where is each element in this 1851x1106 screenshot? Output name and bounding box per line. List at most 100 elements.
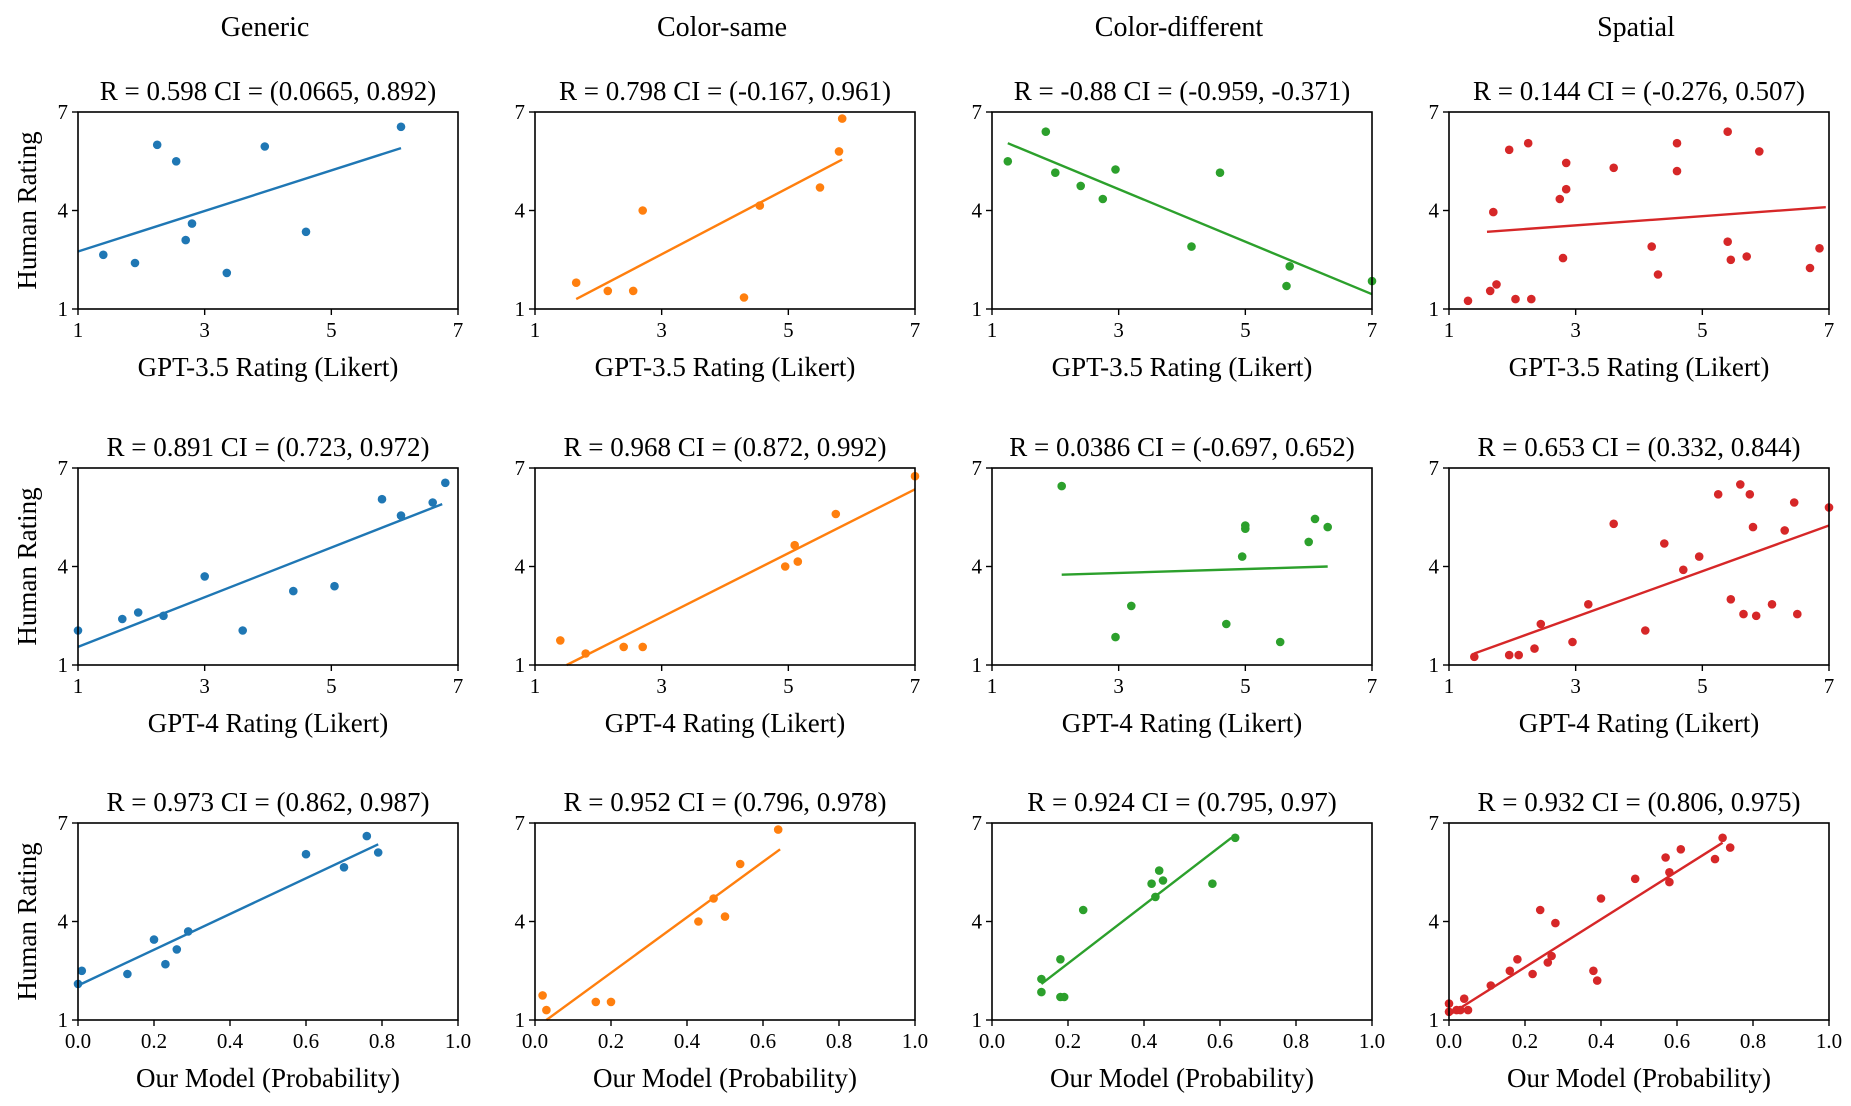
- panel-r0-c2-xtick-label: 1: [987, 318, 998, 342]
- panel-r2-c3-xtick-label: 0.0: [1436, 1029, 1462, 1053]
- panel-r0-c3-point: [1647, 242, 1656, 251]
- panel-r2-c3-point: [1661, 853, 1670, 862]
- panel-r1-c3-point: [1793, 609, 1802, 619]
- panel-r1-c1-point: [793, 557, 803, 566]
- panel-r1-c3-point: [1660, 539, 1669, 548]
- panel-r2-c1-point: [720, 912, 730, 921]
- panel-r1-c0-ytick-label: 4: [58, 555, 69, 579]
- panel-r0-c0-point: [130, 258, 140, 268]
- panel-r2-c1-xtick-label: 0.8: [826, 1029, 852, 1053]
- panel-r2-c3: R = 0.932 CI = (0.806, 0.975) 0.0 0.2 0.4 0.…: [1429, 787, 1843, 1093]
- panel-r2-c3-xtick-label: 0.6: [1664, 1029, 1690, 1053]
- panel-r1-c3-ytick-label: 1: [1429, 653, 1440, 677]
- panel-r1-c0-ytick-label: 1: [58, 653, 69, 677]
- panel-r2-c3-point: [1463, 1005, 1473, 1015]
- panel-r0-c0-xtick-label: 3: [199, 318, 210, 342]
- panel-r0-c3-point: [1672, 166, 1682, 176]
- panel-r1-c0-point: [377, 494, 387, 504]
- panel-r2-c3-point: [1592, 976, 1602, 985]
- panel-r1-c0: R = 0.891 CI = (0.723, 0.972) 1 3 5 7 1 4 7 GPT-…: [12, 432, 463, 738]
- column-title-spatial: Spatial: [1597, 12, 1675, 43]
- panel-r1-c3-point: [1530, 644, 1539, 653]
- panel-r1-c1-xlabel: GPT-4 Rating (Likert): [605, 708, 845, 738]
- panel-r2-c0-xtick-label: 0.4: [217, 1029, 244, 1053]
- panel-r1-c3-point: [1739, 609, 1748, 619]
- panel-r2-c2-fit-line: [1040, 836, 1233, 985]
- panel-r1-c1-fit-line: [566, 488, 916, 667]
- panel-r0-c2-point: [1076, 181, 1085, 191]
- panel-r0-c3-point: [1815, 244, 1824, 253]
- panel-r0-c1-point: [638, 206, 647, 215]
- panel-r2-c3-fit-line: [1448, 841, 1724, 1017]
- panel-r1-c3-ytick-label: 7: [1429, 456, 1440, 480]
- panel-r2-c2-title: R = 0.924 CI = (0.795, 0.97): [1027, 787, 1336, 817]
- panel-r2-c2-point: [1230, 833, 1240, 843]
- panel-r1-c0-frame: [77, 467, 459, 666]
- panel-r1-c2-xtick-label: 1: [987, 674, 998, 698]
- panel-r0-c1-fit-line: [575, 158, 843, 301]
- panel-r2-c1-xtick-label: 0.4: [674, 1029, 701, 1053]
- panel-r0-c0-point: [99, 250, 108, 260]
- panel-r1-c2-xtick-label: 5: [1240, 674, 1251, 698]
- panel-r2-c0-ylabel: Human Rating: [12, 842, 42, 1000]
- panel-r0-c0-xtick-label: 7: [453, 318, 464, 342]
- panel-r1-c2-xlabel: GPT-4 Rating (Likert): [1062, 708, 1302, 738]
- panel-r1-c3-point: [1767, 600, 1777, 609]
- panel-r0-c1-point: [628, 286, 638, 296]
- panel-r1-c0-xtick-label: 5: [326, 674, 337, 698]
- panel-r1-c1-xtick-label: 1: [530, 674, 541, 698]
- panel-r2-c0-point: [149, 935, 159, 944]
- panel-r1-c0-point: [441, 478, 450, 488]
- panel-r1-c3-xtick-label: 3: [1570, 674, 1581, 698]
- panel-r1-c3-point: [1780, 526, 1789, 535]
- panel-r0-c3-title: R = 0.144 CI = (-0.276, 0.507): [1473, 76, 1805, 106]
- panel-r1-c1-ytick-label: 1: [515, 653, 526, 677]
- panel-r2-c0-point: [172, 945, 182, 954]
- panel-r2-c1-point: [694, 917, 703, 926]
- panel-r2-c3-point: [1547, 951, 1556, 961]
- panel-r1-c3-point: [1748, 522, 1758, 532]
- panel-r2-c0-xtick-label: 1.0: [445, 1029, 471, 1053]
- panel-r1-c0-xtick-label: 3: [199, 674, 210, 698]
- panel-r2-c2-xlabel: Our Model (Probability): [1050, 1063, 1314, 1093]
- panel-r0-c0-title: R = 0.598 CI = (0.0665, 0.892): [100, 76, 436, 106]
- panel-r2-c1-xtick-label: 1.0: [902, 1029, 928, 1053]
- panel-r1-c2-point: [1127, 601, 1136, 611]
- panel-r0-c3-xlabel: GPT-3.5 Rating (Likert): [1509, 352, 1770, 382]
- panel-r0-c2-title: R = -0.88 CI = (-0.959, -0.371): [1014, 76, 1350, 106]
- panel-r2-c3-ytick-label: 4: [1429, 910, 1440, 934]
- panel-r2-c1-point: [735, 859, 745, 869]
- panel-r1-c2-point: [1304, 537, 1313, 547]
- panel-r0-c3-point: [1723, 237, 1732, 246]
- panel-r1-c2-xtick-label: 3: [1113, 674, 1124, 698]
- panel-r0-c0-point: [152, 140, 162, 150]
- panel-r1-c0-title: R = 0.891 CI = (0.723, 0.972): [107, 432, 430, 462]
- panel-r0-c1-title: R = 0.798 CI = (-0.167, 0.961): [559, 76, 891, 106]
- panel-r1-c3-point: [1751, 611, 1761, 621]
- panel-r2-c1-point: [606, 997, 616, 1007]
- panel-r0-c2-fit-line: [1007, 142, 1373, 296]
- panel-r1-c0-ytick-label: 7: [58, 456, 69, 480]
- panel-r1-c3-point: [1641, 626, 1650, 635]
- panel-r1-c0-point: [133, 608, 143, 617]
- panel-r0-c0-point: [181, 235, 190, 245]
- panel-r0-c0-ylabel: Human Rating: [12, 131, 42, 289]
- panel-r1-c2: R = 0.0386 CI = (-0.697, 0.652) 1 3 5 7 1 4 7 GP…: [972, 432, 1378, 738]
- panel-r2-c0-ytick-label: 4: [58, 910, 69, 934]
- panel-r0-c1-point: [739, 293, 749, 302]
- panel-r1-c0-point: [200, 572, 209, 581]
- panel-r1-c3-frame: [1448, 467, 1830, 666]
- panel-r1-c3-point: [1736, 480, 1745, 489]
- panel-r2-c0-point: [301, 849, 311, 859]
- panel-r0-c0-xlabel: GPT-3.5 Rating (Likert): [138, 352, 399, 382]
- panel-r2-c1-frame: [534, 822, 916, 1021]
- panel-r2-c2-point: [1158, 876, 1168, 885]
- panel-r2-c2-xtick-label: 0.0: [979, 1029, 1005, 1053]
- panel-r1-c2-point: [1237, 552, 1247, 561]
- panel-r0-c3-point: [1723, 127, 1732, 136]
- panel-r1-c2-point: [1222, 619, 1231, 629]
- panel-r2-c2: R = 0.924 CI = (0.795, 0.97) 0.0 0.2 0.4 0.6…: [972, 787, 1386, 1093]
- panel-r2-c1-ytick-label: 1: [515, 1008, 526, 1032]
- panel-r2-c0-point: [77, 966, 87, 976]
- panel-r1-c2-point: [1111, 632, 1120, 642]
